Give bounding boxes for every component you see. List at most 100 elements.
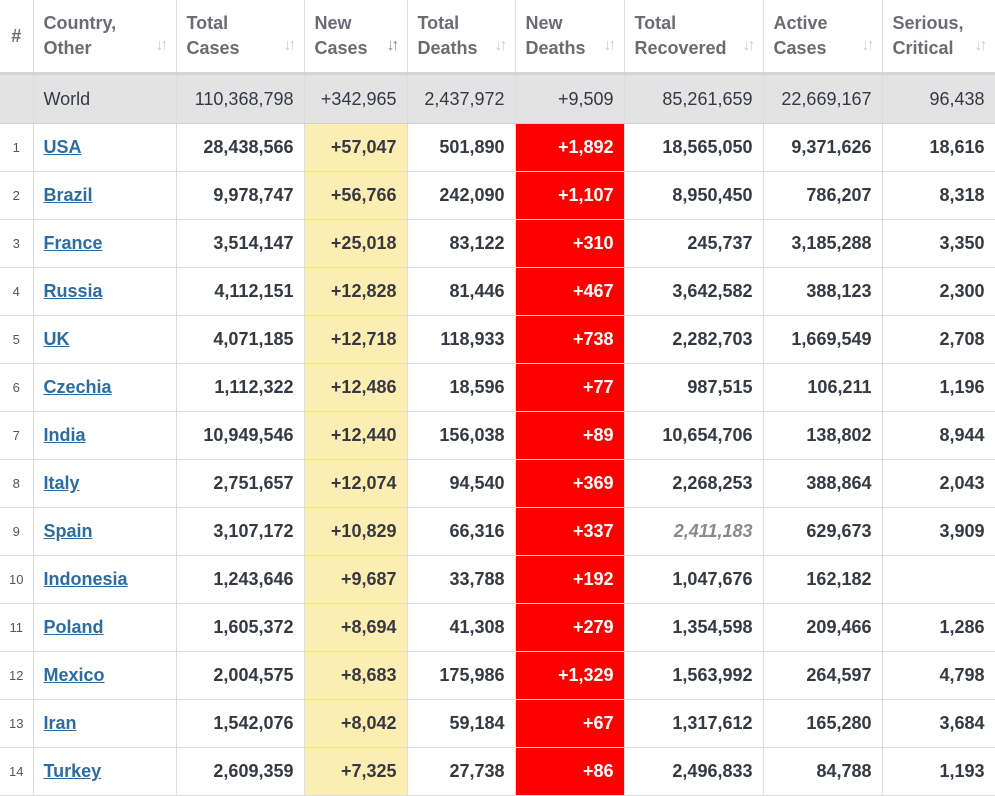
- country-link[interactable]: Brazil: [43, 185, 93, 205]
- country-link[interactable]: Italy: [43, 473, 80, 493]
- header-total-cases[interactable]: Total Cases ↓↑: [176, 0, 305, 75]
- world-total-row: World 110,368,798 +342,965 2,437,972 +9,509 8…: [0, 73, 995, 124]
- serious-critical-cell: 18,616: [882, 123, 995, 172]
- active-cases-cell: 9,371,626: [763, 123, 883, 172]
- total-recovered-cell: 987,515: [624, 363, 764, 412]
- country-link[interactable]: Spain: [43, 521, 93, 541]
- header-serious-critical[interactable]: Serious, Critical ↓↑: [882, 0, 995, 75]
- country-cell: Brazil: [33, 171, 177, 220]
- total-recovered-cell: 245,737: [624, 219, 764, 268]
- country-cell: India: [33, 411, 177, 460]
- active-cases-cell: 22,669,167: [763, 73, 883, 124]
- rank-cell: 5: [0, 315, 34, 364]
- serious-critical-cell: 4,798: [882, 651, 995, 700]
- table-row: 10 Indonesia 1,243,646 +9,687 33,788 +192 1,04…: [0, 555, 995, 604]
- header-rank: #: [0, 0, 34, 75]
- total-deaths-cell: 175,986: [407, 651, 516, 700]
- active-cases-cell: 106,211: [763, 363, 883, 412]
- total-deaths-cell: 66,316: [407, 507, 516, 556]
- header-total-deaths[interactable]: Total Deaths ↓↑: [407, 0, 516, 75]
- total-deaths-cell: 118,933: [407, 315, 516, 364]
- table-header: # Country, Other ↓↑ Total Cases ↓↑ New Cases ↓↑ To…: [0, 0, 995, 75]
- total-cases-cell: 1,605,372: [176, 603, 305, 652]
- new-cases-cell: +8,683: [304, 651, 408, 700]
- table-row: 12 Mexico 2,004,575 +8,683 175,986 +1,329 1,56…: [0, 651, 995, 700]
- new-cases-cell: +12,440: [304, 411, 408, 460]
- new-deaths-cell: +77: [515, 363, 625, 412]
- new-deaths-cell: +738: [515, 315, 625, 364]
- rank-cell: 6: [0, 363, 34, 412]
- header-total-recovered[interactable]: Total Recovered ↓↑: [624, 0, 764, 75]
- new-cases-cell: +10,829: [304, 507, 408, 556]
- total-deaths-cell: 94,540: [407, 459, 516, 508]
- country-link[interactable]: Mexico: [43, 665, 105, 685]
- sort-arrows-icon[interactable]: ↓↑: [155, 37, 169, 54]
- serious-critical-cell: 1,196: [882, 363, 995, 412]
- rank-cell: 1: [0, 123, 34, 172]
- sort-arrows-icon[interactable]: ↓↑: [603, 37, 617, 54]
- serious-critical-cell: 3,684: [882, 699, 995, 748]
- sort-arrows-icon[interactable]: ↓↑: [283, 37, 297, 54]
- country-link[interactable]: UK: [43, 329, 70, 349]
- sort-arrows-icon[interactable]: ↓↑: [742, 37, 756, 54]
- new-deaths-cell: +1,329: [515, 651, 625, 700]
- total-cases-cell: 28,438,566: [176, 123, 305, 172]
- header-active-cases[interactable]: Active Cases ↓↑: [763, 0, 883, 75]
- serious-critical-cell: 8,318: [882, 171, 995, 220]
- table-row: 14 Turkey 2,609,359 +7,325 27,738 +86 2,496,83…: [0, 747, 995, 796]
- country-link[interactable]: Russia: [43, 281, 103, 301]
- header-label: Recovered: [634, 38, 727, 58]
- table-row: 13 Iran 1,542,076 +8,042 59,184 +67 1,317,612 1…: [0, 699, 995, 748]
- header-label: New: [314, 13, 352, 33]
- header-new-deaths[interactable]: New Deaths ↓↑: [515, 0, 625, 75]
- new-cases-cell: +25,018: [304, 219, 408, 268]
- country-link[interactable]: Czechia: [43, 377, 112, 397]
- header-label: Country,: [43, 13, 117, 33]
- new-deaths-cell: +9,509: [515, 73, 625, 124]
- country-link[interactable]: India: [43, 425, 86, 445]
- header-label: Cases: [773, 38, 827, 58]
- header-country[interactable]: Country, Other ↓↑: [33, 0, 177, 75]
- rank-cell: 7: [0, 411, 34, 460]
- total-deaths-cell: 501,890: [407, 123, 516, 172]
- header-label: New: [525, 13, 563, 33]
- table-row: 9 Spain 3,107,172 +10,829 66,316 +337 2,411,18…: [0, 507, 995, 556]
- header-label: Total: [417, 13, 460, 33]
- sort-arrows-icon[interactable]: ↓↑: [386, 37, 400, 54]
- total-cases-cell: 2,751,657: [176, 459, 305, 508]
- total-recovered-cell: 2,282,703: [624, 315, 764, 364]
- country-link[interactable]: USA: [43, 137, 82, 157]
- new-cases-cell: +56,766: [304, 171, 408, 220]
- active-cases-cell: 209,466: [763, 603, 883, 652]
- rank-cell: [0, 73, 34, 124]
- country-cell: Italy: [33, 459, 177, 508]
- total-recovered-cell: 2,496,833: [624, 747, 764, 796]
- total-deaths-cell: 242,090: [407, 171, 516, 220]
- sort-arrows-icon[interactable]: ↓↑: [494, 37, 508, 54]
- new-cases-cell: +12,718: [304, 315, 408, 364]
- country-link[interactable]: France: [43, 233, 103, 253]
- sort-arrows-icon[interactable]: ↓↑: [974, 37, 988, 54]
- header-row: # Country, Other ↓↑ Total Cases ↓↑ New Cases ↓↑ To…: [0, 0, 995, 75]
- table-row: 3 France 3,514,147 +25,018 83,122 +310 245,737…: [0, 219, 995, 268]
- header-label: Critical: [892, 38, 954, 58]
- table-row: 2 Brazil 9,978,747 +56,766 242,090 +1,107 8,95…: [0, 171, 995, 220]
- new-deaths-cell: +310: [515, 219, 625, 268]
- new-cases-cell: +342,965: [304, 73, 408, 124]
- total-cases-cell: 2,004,575: [176, 651, 305, 700]
- total-cases-cell: 1,243,646: [176, 555, 305, 604]
- header-label: Deaths: [525, 38, 586, 58]
- rank-cell: 8: [0, 459, 34, 508]
- country-link[interactable]: Turkey: [43, 761, 102, 781]
- header-new-cases[interactable]: New Cases ↓↑: [304, 0, 408, 75]
- country-link[interactable]: Poland: [43, 617, 104, 637]
- country-link[interactable]: Iran: [43, 713, 77, 733]
- new-cases-cell: +8,042: [304, 699, 408, 748]
- country-link[interactable]: Indonesia: [43, 569, 128, 589]
- sort-arrows-icon[interactable]: ↓↑: [861, 37, 875, 54]
- active-cases-cell: 388,123: [763, 267, 883, 316]
- table-row: 5 UK 4,071,185 +12,718 118,933 +738 2,282,703 1…: [0, 315, 995, 364]
- active-cases-cell: 84,788: [763, 747, 883, 796]
- new-cases-cell: +9,687: [304, 555, 408, 604]
- total-cases-cell: 9,978,747: [176, 171, 305, 220]
